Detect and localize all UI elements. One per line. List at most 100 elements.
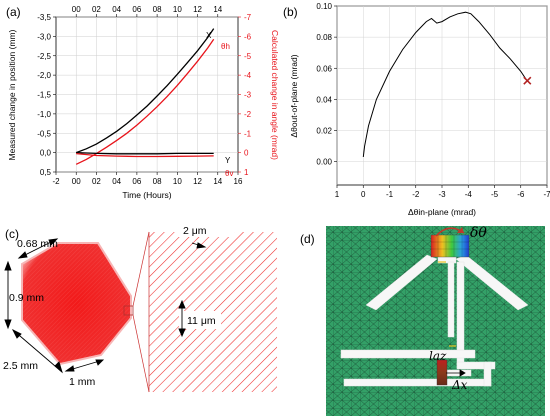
b-y-tick-label-4: 0.08 bbox=[316, 33, 332, 42]
b-y-tick-label-0: 0.00 bbox=[316, 158, 332, 167]
panel-a-ylabel-left: Measured change in position (mm) bbox=[7, 29, 17, 160]
x-tick-label-4: 04 bbox=[112, 177, 121, 186]
dim-label-11um: 11 μm bbox=[187, 315, 216, 327]
b-x-tick-label-0: 1 bbox=[335, 190, 340, 199]
x-tick-label-3: 02 bbox=[92, 177, 101, 186]
dim-11um-arrow bbox=[178, 299, 186, 338]
delta-x-label: Δx bbox=[451, 378, 468, 392]
y-right-tick-label-0: -7 bbox=[244, 13, 252, 22]
rotation-arrowhead bbox=[457, 227, 464, 233]
panel-a-grid bbox=[56, 16, 238, 173]
x-tick-label-1: 16 bbox=[234, 177, 243, 186]
laz-label: laz bbox=[429, 349, 447, 363]
y-tick-label-8: 0,5 bbox=[40, 168, 52, 177]
y-right-tick-label-3: -4 bbox=[244, 71, 252, 80]
series-label-x: X bbox=[206, 31, 212, 40]
top-x-tick-label-4: 08 bbox=[153, 5, 162, 14]
series-line-0 bbox=[75, 28, 215, 154]
panel-a-xlabel: Time (Hours) bbox=[122, 190, 171, 200]
dim-2um-background bbox=[178, 223, 234, 237]
dim-11um-background bbox=[179, 311, 221, 329]
series-label-theta-v: θv bbox=[225, 169, 233, 178]
flexure-beams bbox=[340, 254, 529, 387]
b-x-tick-label-7: -6 bbox=[517, 190, 525, 199]
zoom-box bbox=[123, 305, 134, 316]
x-tick-label-0: -2 bbox=[52, 177, 60, 186]
y-right-tick-label-5: -2 bbox=[244, 110, 252, 119]
y-right-tick-label-7: 0 bbox=[244, 149, 249, 158]
x-tick-label-5: 06 bbox=[132, 177, 141, 186]
series-line-1 bbox=[75, 38, 215, 165]
y-right-tick-label-2: -5 bbox=[244, 52, 252, 61]
panel-d-label: (d) bbox=[300, 232, 315, 246]
top-x-tick-label-2: 04 bbox=[112, 5, 121, 14]
panel-a-series bbox=[75, 28, 215, 165]
dim-0-68mm bbox=[17, 238, 59, 259]
panel-b-label: (b) bbox=[283, 5, 298, 19]
x-tick-label-2: 00 bbox=[72, 177, 81, 186]
grating-texture bbox=[22, 243, 131, 364]
series-label-y: Y bbox=[225, 156, 231, 165]
panel-a-ylabel-right: Calculated change in angle (mrad) bbox=[270, 30, 280, 160]
panel-c-diagram: (c) 0.68 mm 0.9 mm 2.5 mm bbox=[3, 223, 277, 393]
dx-arrow bbox=[446, 369, 466, 377]
mirror-block bbox=[430, 234, 470, 258]
b-x-tick-label-3: -2 bbox=[412, 190, 420, 199]
b-x-tick-label-6: -5 bbox=[491, 190, 499, 199]
y-right-tick-label-4: -3 bbox=[244, 91, 252, 100]
b-x-tick-label-8: -7 bbox=[543, 190, 550, 199]
b-y-tick-label-2: 0.04 bbox=[316, 95, 332, 104]
y-tick-label-6: -0,5 bbox=[37, 129, 51, 138]
dim-label-2um: 2 μm bbox=[183, 225, 207, 237]
panel-b-grid bbox=[336, 5, 548, 185]
b-series-line bbox=[362, 11, 527, 158]
dim-2um-arrow bbox=[191, 242, 207, 249]
b-x-tick-label-1: 0 bbox=[361, 190, 366, 199]
series-line-2 bbox=[76, 151, 214, 155]
dim-1mm bbox=[64, 359, 105, 372]
dim-label-0-68mm: 0.68 mm bbox=[17, 238, 58, 250]
b-y-tick-label-5: 0.10 bbox=[316, 2, 332, 11]
y-tick-label-7: 0,0 bbox=[40, 149, 52, 158]
y-right-tick-label-1: -6 bbox=[244, 32, 252, 41]
actuator-block bbox=[436, 359, 448, 386]
y-tick-label-1: -3,0 bbox=[37, 32, 51, 41]
delta-theta-label: δθ bbox=[470, 225, 487, 241]
x-tick-label-8: 12 bbox=[193, 177, 202, 186]
dim-label-2-5mm: 2.5 mm bbox=[3, 360, 38, 372]
y-right-tick-label-8: 1 bbox=[244, 168, 249, 177]
zoom-line-bottom bbox=[132, 314, 150, 393]
dim-label-0-9mm: 0.9 mm bbox=[9, 292, 44, 304]
panel-b-ticks: 1 0 -1 -2 -3 -4 -5 -6 -7 0.00 0.02 0.04 0.06 0.08 0.10 bbox=[316, 2, 550, 199]
top-x-tick-label-0: 00 bbox=[72, 5, 81, 14]
x-tick-label-6: 08 bbox=[153, 177, 162, 186]
b-y-tick-label-1: 0.02 bbox=[316, 127, 332, 136]
panel-b-chart: (b) 1 0 -1 -2 -3 -4 -5 -6 -7 0.00 0.02 0.04 0.06 0.08… bbox=[283, 2, 550, 217]
b-x-tick-label-4: -3 bbox=[438, 190, 446, 199]
joint-arrows bbox=[438, 261, 456, 347]
panel-d-diagram: (d) δθ laz bbox=[300, 225, 545, 416]
b-x-tick-label-5: -4 bbox=[465, 190, 473, 199]
series-label-theta-h: θh bbox=[221, 42, 230, 51]
panel-c-label: (c) bbox=[5, 227, 19, 241]
x-tick-label-7: 10 bbox=[173, 177, 182, 186]
end-marker-x bbox=[523, 76, 532, 85]
panel-b-series bbox=[362, 11, 532, 158]
y-tick-label-2: -2,5 bbox=[37, 52, 51, 61]
b-y-tick-label-3: 0.06 bbox=[316, 64, 332, 73]
y-tick-label-0: -3,5 bbox=[37, 13, 51, 22]
end-marker-stroke-2 bbox=[523, 76, 532, 85]
y-right-tick-label-6: -1 bbox=[244, 129, 252, 138]
dim-0-9mm bbox=[4, 260, 12, 330]
top-x-tick-label-7: 14 bbox=[213, 5, 222, 14]
panel-a-label: (a) bbox=[6, 5, 21, 19]
dim-2-5mm bbox=[11, 328, 63, 374]
mirror-block-mesh bbox=[431, 235, 469, 257]
dim-label-1mm: 1 mm bbox=[69, 376, 96, 388]
y-tick-label-3: -2,0 bbox=[37, 71, 51, 80]
top-x-tick-label-3: 06 bbox=[132, 5, 141, 14]
zoom-line-top bbox=[132, 231, 150, 307]
top-x-tick-label-1: 02 bbox=[92, 5, 101, 14]
